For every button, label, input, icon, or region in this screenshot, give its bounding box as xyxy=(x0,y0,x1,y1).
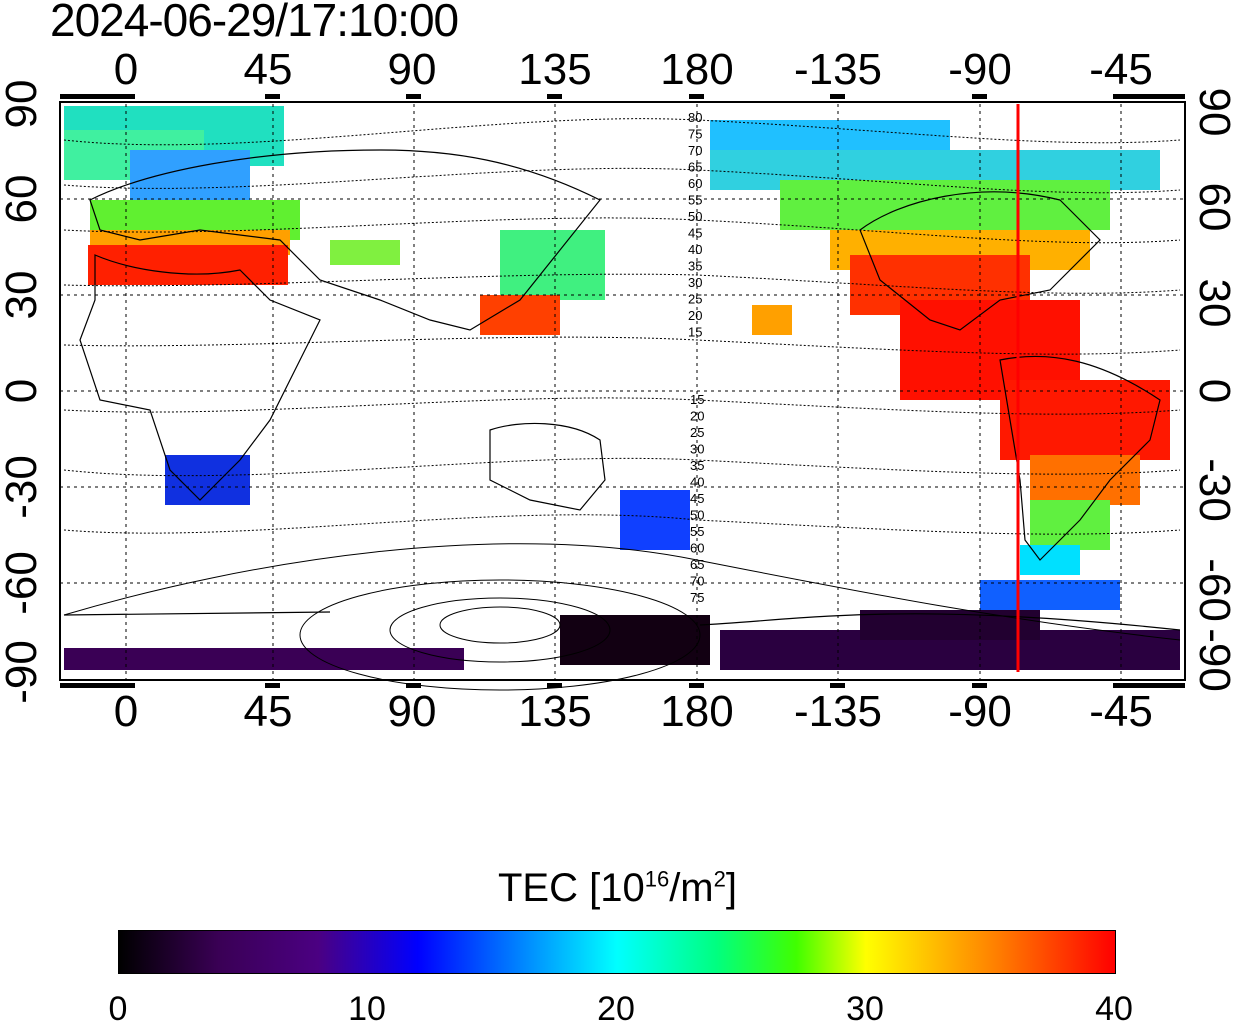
colorbar-title: TEC [1016/m2] xyxy=(0,866,1235,911)
coastlines xyxy=(63,149,1181,631)
lat-label: 90 xyxy=(0,80,46,129)
lat-label: -30 xyxy=(0,455,46,519)
contour-label: 15 xyxy=(690,392,704,407)
axis-ticks-top xyxy=(60,94,1185,99)
contour-label: 45 xyxy=(688,226,702,241)
tec-data-layer xyxy=(64,106,1180,670)
lon-label: 180 xyxy=(660,687,733,736)
lon-label: -135 xyxy=(794,45,882,94)
contour-label: 75 xyxy=(688,127,702,142)
contour-label: 60 xyxy=(688,176,702,191)
lon-label: 0 xyxy=(114,45,138,94)
colorbar-title-close: ] xyxy=(725,866,737,910)
longitude-labels-top: 0 45 90 135 180 -135 -90 -45 xyxy=(114,45,1153,94)
contour-label: 40 xyxy=(688,242,702,257)
lon-label: 45 xyxy=(244,687,293,736)
lat-label: -60 xyxy=(0,551,46,615)
colorbar-title-text: TEC [10 xyxy=(497,866,645,910)
contour-label: 75 xyxy=(690,590,704,605)
latitude-labels-right: 90 60 30 0 -30 -60 -90 xyxy=(1190,88,1235,692)
colorbar-title-unit: /m xyxy=(669,866,714,910)
contour-label: 35 xyxy=(690,458,704,473)
colorbar-tick-label: 10 xyxy=(348,990,386,1028)
lon-label: 135 xyxy=(518,45,591,94)
colorbar-title-exponent: 16 xyxy=(644,866,670,892)
lat-label: 60 xyxy=(0,175,46,224)
lon-label: -45 xyxy=(1089,687,1153,736)
map-timestamp: 2024-06-29/17:10:00 xyxy=(50,0,459,46)
contour-label: 65 xyxy=(690,557,704,572)
contour-label: 40 xyxy=(690,475,704,490)
lon-label: 0 xyxy=(114,687,138,736)
colorbar xyxy=(118,930,1116,974)
longitude-labels-bottom: 0 45 90 135 180 -135 -90 -45 xyxy=(114,687,1153,736)
contour-label: 30 xyxy=(690,442,704,457)
lon-label: 90 xyxy=(388,687,437,736)
contour-label: 25 xyxy=(690,425,704,440)
lon-label: -90 xyxy=(948,687,1012,736)
map-frame xyxy=(59,101,1186,681)
contour-label: 20 xyxy=(690,409,704,424)
graticule xyxy=(60,104,1185,680)
lon-label: 90 xyxy=(388,45,437,94)
contour-labels: 8075706560555045403530252015152025303540… xyxy=(688,110,704,605)
lat-label: -60 xyxy=(1190,558,1235,622)
contour-label: 70 xyxy=(690,574,704,589)
lat-label: -90 xyxy=(1190,628,1235,692)
latitude-labels-left: 90 60 30 0 -30 -60 -90 xyxy=(0,80,46,704)
colorbar-title-exponent-2: 2 xyxy=(713,866,726,892)
colorbar-tick-label: 30 xyxy=(846,990,884,1028)
contour-label: 80 xyxy=(688,110,702,125)
contour-label: 55 xyxy=(688,193,702,208)
contour-label: 30 xyxy=(688,275,702,290)
contour-label: 20 xyxy=(688,308,702,323)
lat-label: 30 xyxy=(1190,279,1235,328)
contour-label: 70 xyxy=(688,143,702,158)
contour-label: 55 xyxy=(690,524,704,539)
lat-label: -30 xyxy=(1190,458,1235,522)
contour-label: 35 xyxy=(688,259,702,274)
contour-label: 45 xyxy=(690,491,704,506)
lon-label: -135 xyxy=(794,687,882,736)
lat-label: 0 xyxy=(0,379,46,403)
lat-label: -90 xyxy=(0,640,46,704)
contour-label: 50 xyxy=(690,508,704,523)
axis-ticks-bottom xyxy=(60,683,1185,688)
contour-label: 25 xyxy=(688,292,702,307)
contour-label: 60 xyxy=(690,541,704,556)
lat-label: 0 xyxy=(1190,379,1235,403)
colorbar-tick-label: 40 xyxy=(1095,990,1133,1028)
magnetic-contours xyxy=(63,118,1181,535)
lon-label: 180 xyxy=(660,45,733,94)
contour-label: 65 xyxy=(688,160,702,175)
lon-label: -90 xyxy=(948,45,1012,94)
colorbar-tick-label: 0 xyxy=(108,990,128,1028)
contour-label: 50 xyxy=(688,209,702,224)
lat-label: 30 xyxy=(0,271,46,320)
tec-map: 8075706560555045403530252015152025303540… xyxy=(0,45,1235,736)
contour-label: 15 xyxy=(688,325,702,340)
lon-label: -45 xyxy=(1089,45,1153,94)
lat-label: 90 xyxy=(1190,88,1235,137)
lon-label: 45 xyxy=(244,45,293,94)
colorbar-tick-label: 20 xyxy=(597,990,635,1028)
lat-label: 60 xyxy=(1190,183,1235,232)
lon-label: 135 xyxy=(518,687,591,736)
